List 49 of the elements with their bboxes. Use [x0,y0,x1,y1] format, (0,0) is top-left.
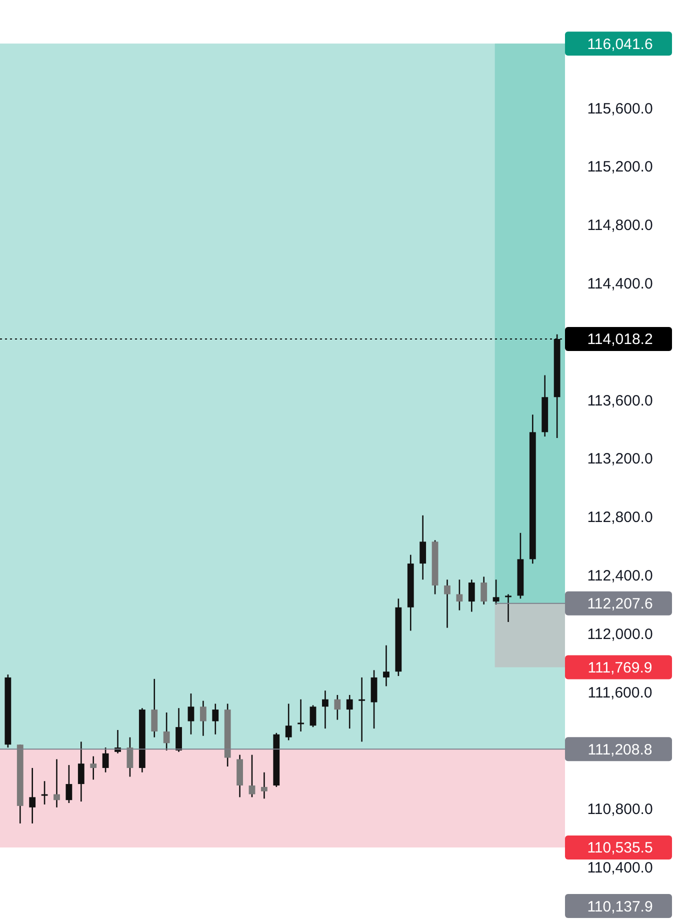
band-label: 110,535.5 [587,840,653,857]
candlestick [492,578,500,606]
y-tick-label: 115,600.0 [587,100,653,118]
candlestick [420,514,426,580]
band-label: 116,041.6 [587,36,653,53]
ref-line-label: 112,207.6 [587,596,653,613]
candlestick [200,700,206,736]
y-tick-label: 110,800.0 [587,801,653,818]
candlestick [480,576,488,606]
candlestick [310,704,316,728]
candlestick [29,767,36,824]
candlestick [322,690,328,730]
candlestick [383,644,390,687]
y-tick-label: 111,600.0 [588,684,652,702]
candlestick [298,698,304,732]
candlestick [151,678,158,738]
candlestick [212,703,219,736]
candlestick [260,772,268,800]
y-tick-label: 114,400.0 [587,275,653,292]
candlestick [188,692,194,736]
candlestick [444,578,450,628]
y-tick-label: 113,600.0 [587,392,653,410]
y-tick-label: 112,800.0 [587,509,653,526]
y-tick-label: 115,200.0 [587,158,653,176]
candlestick [78,741,84,802]
candlestick [358,676,366,742]
candlestick [41,780,48,806]
y-tick-label: 114,800.0 [587,217,653,234]
candlestick [66,764,72,804]
text: 110,137.9 [587,898,653,916]
candlestick [248,754,256,798]
candlestick [285,703,292,741]
candlestick [90,756,97,780]
candlestick [102,746,109,773]
band-label: 111,769.9 [588,659,652,676]
candlestick [334,694,341,720]
y-tick-label: 112,400.0 [587,567,653,584]
candlestick [54,758,60,808]
y-tick-label: 112,000.0 [587,626,653,643]
candlestick [456,578,463,611]
candlestick [346,694,353,730]
y-tick-label: 110,400.0 [587,860,653,876]
candlestick [505,594,512,623]
candlestick [468,578,475,612]
ref-line-label: 114,018.2 [587,331,653,348]
y-tick-label: 113,200.0 [587,450,653,468]
candlestick [163,712,170,752]
ref-line-label: 111,208.8 [588,741,652,758]
candlestick [176,707,182,753]
